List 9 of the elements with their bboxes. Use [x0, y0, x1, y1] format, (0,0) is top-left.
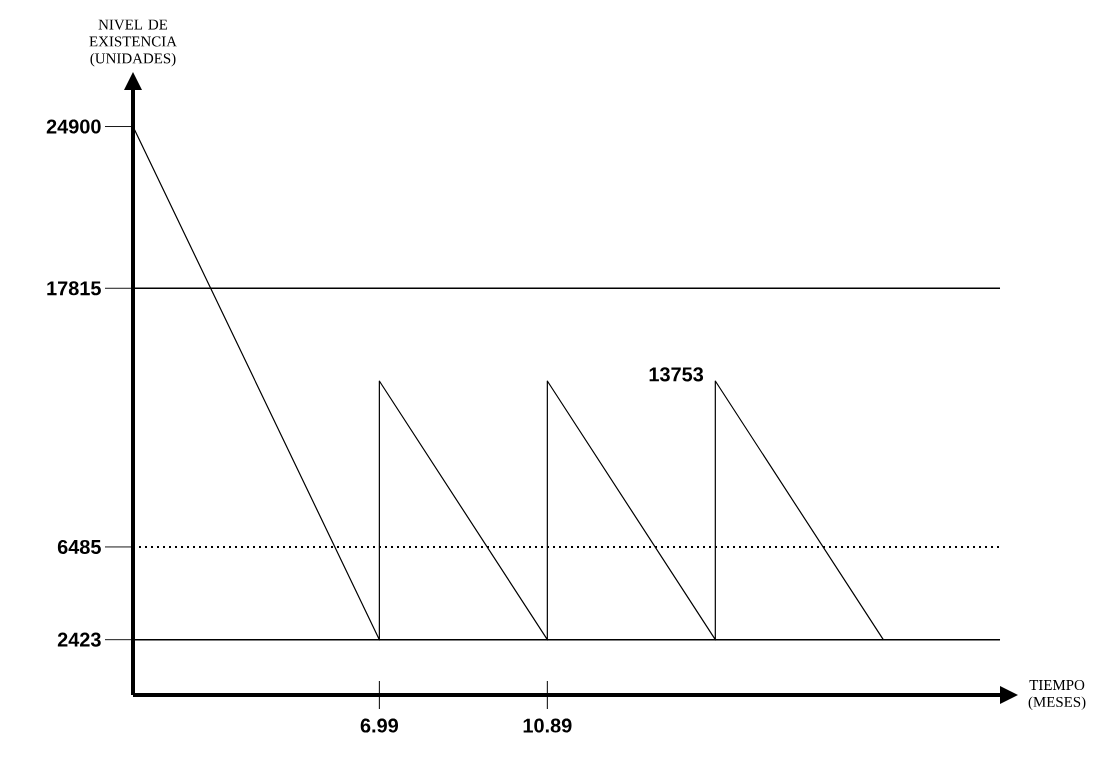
y-tick-label: 2423 [57, 632, 101, 647]
x-axis-title: TIEMPO (MESES) [1028, 680, 1086, 711]
y-axis-title: NIVEL DE EXISTENCIA (UNIDADES) [89, 19, 177, 67]
x-tick-label: 6.99 [360, 718, 399, 733]
y-tick-label: 17815 [47, 281, 101, 296]
annotation: 13753 [649, 367, 704, 382]
y-tick-label: 24900 [46, 119, 101, 134]
x-tick-label: 10.89 [523, 718, 572, 733]
y-tick-label: 6485 [57, 539, 101, 554]
